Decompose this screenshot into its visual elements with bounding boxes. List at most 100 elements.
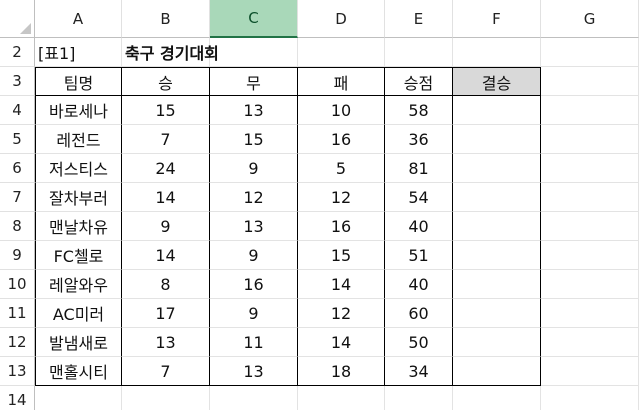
cell-G13[interactable] [541,357,639,386]
cell-G9[interactable] [541,241,639,270]
row-header-14[interactable]: 14 [0,386,35,410]
table-data-cell[interactable]: 16 [210,270,298,299]
table-data-cell[interactable] [453,357,541,386]
table-data-cell[interactable]: 8 [122,270,210,299]
cell-G5[interactable] [541,125,639,154]
table-data-cell[interactable]: 레알와우 [35,270,122,299]
table-data-cell[interactable]: 40 [385,212,453,241]
table-data-cell[interactable]: 14 [298,328,385,357]
column-header-d[interactable]: D [298,0,385,38]
cell-D2[interactable] [298,38,385,67]
table-data-cell[interactable]: 58 [385,96,453,125]
table-data-cell[interactable]: 9 [210,154,298,183]
table-data-cell[interactable]: 12 [298,183,385,212]
table-data-cell[interactable]: 5 [298,154,385,183]
table-data-cell[interactable]: 저스티스 [35,154,122,183]
column-header-f[interactable]: F [453,0,541,38]
table-data-cell[interactable]: 16 [298,212,385,241]
table-data-cell[interactable]: 14 [122,183,210,212]
cell-G14[interactable] [541,386,639,410]
table-data-cell[interactable] [453,183,541,212]
cell-G8[interactable] [541,212,639,241]
table-header-cell[interactable]: 팀명 [35,67,122,96]
select-all-button[interactable] [0,0,35,38]
table-data-cell[interactable]: 14 [122,241,210,270]
row-header-11[interactable]: 11 [0,299,35,328]
column-header-a[interactable]: A [35,0,122,38]
table-data-cell[interactable]: 60 [385,299,453,328]
table-data-cell[interactable]: 잘차부러 [35,183,122,212]
row-header-7[interactable]: 7 [0,183,35,212]
table-data-cell[interactable]: 50 [385,328,453,357]
table-data-cell[interactable]: 17 [122,299,210,328]
cell-G6[interactable] [541,154,639,183]
table-data-cell[interactable] [453,270,541,299]
row-header-6[interactable]: 6 [0,154,35,183]
row-header-12[interactable]: 12 [0,328,35,357]
table-data-cell[interactable]: 7 [122,125,210,154]
table-data-cell[interactable]: 9 [210,241,298,270]
cell-C2[interactable] [210,38,298,67]
table-data-cell[interactable]: 15 [298,241,385,270]
cell-G3[interactable] [541,67,639,96]
row-header-5[interactable]: 5 [0,125,35,154]
table-data-cell[interactable]: 발냄새로 [35,328,122,357]
cell-C14[interactable] [210,386,298,410]
table-data-cell[interactable]: 맨홀시티 [35,357,122,386]
table-data-cell[interactable]: 34 [385,357,453,386]
table-data-cell[interactable] [453,96,541,125]
table-data-cell[interactable]: 16 [298,125,385,154]
cell-G4[interactable] [541,96,639,125]
table-data-cell[interactable]: 9 [210,299,298,328]
table-data-cell[interactable] [453,154,541,183]
table-data-cell[interactable]: 13 [210,357,298,386]
table-data-cell[interactable]: 51 [385,241,453,270]
table-data-cell[interactable] [453,241,541,270]
row-header-8[interactable]: 8 [0,212,35,241]
cell-G10[interactable] [541,270,639,299]
table-data-cell[interactable]: 레전드 [35,125,122,154]
row-header-9[interactable]: 9 [0,241,35,270]
cell-table-ref[interactable]: [표1] [35,38,122,67]
row-header-4[interactable]: 4 [0,96,35,125]
table-data-cell[interactable] [453,212,541,241]
table-data-cell[interactable]: 36 [385,125,453,154]
cell-G12[interactable] [541,328,639,357]
table-data-cell[interactable] [453,299,541,328]
table-data-cell[interactable]: 54 [385,183,453,212]
table-data-cell[interactable]: 15 [210,125,298,154]
table-data-cell[interactable]: 10 [298,96,385,125]
table-data-cell[interactable]: 12 [298,299,385,328]
table-data-cell[interactable]: 15 [122,96,210,125]
table-data-cell[interactable]: 13 [210,212,298,241]
table-data-cell[interactable]: 9 [122,212,210,241]
row-header-10[interactable]: 10 [0,270,35,299]
table-header-cell[interactable]: 패 [298,67,385,96]
table-data-cell[interactable]: AC미러 [35,299,122,328]
table-data-cell[interactable]: FC첼로 [35,241,122,270]
cell-sheet-title[interactable]: 축구 경기대회 [122,38,219,67]
cell-G2[interactable] [541,38,639,67]
cell-A14[interactable] [35,386,122,410]
column-header-e[interactable]: E [385,0,453,38]
table-data-cell[interactable]: 바로세나 [35,96,122,125]
cell-F14[interactable] [453,386,541,410]
table-data-cell[interactable]: 12 [210,183,298,212]
table-data-cell[interactable]: 14 [298,270,385,299]
table-data-cell[interactable] [453,125,541,154]
table-data-cell[interactable]: 11 [210,328,298,357]
table-header-cell[interactable]: 무 [210,67,298,96]
table-header-cell[interactable]: 승점 [385,67,453,96]
cell-E2[interactable] [385,38,453,67]
column-header-g[interactable]: G [541,0,639,38]
table-data-cell[interactable]: 40 [385,270,453,299]
table-data-cell[interactable]: 81 [385,154,453,183]
cell-E14[interactable] [385,386,453,410]
cell-B14[interactable] [122,386,210,410]
cell-G7[interactable] [541,183,639,212]
table-header-cell[interactable]: 결승 [453,67,541,96]
cell-G11[interactable] [541,299,639,328]
table-header-cell[interactable]: 승 [122,67,210,96]
cell-D14[interactable] [298,386,385,410]
table-data-cell[interactable]: 13 [122,328,210,357]
